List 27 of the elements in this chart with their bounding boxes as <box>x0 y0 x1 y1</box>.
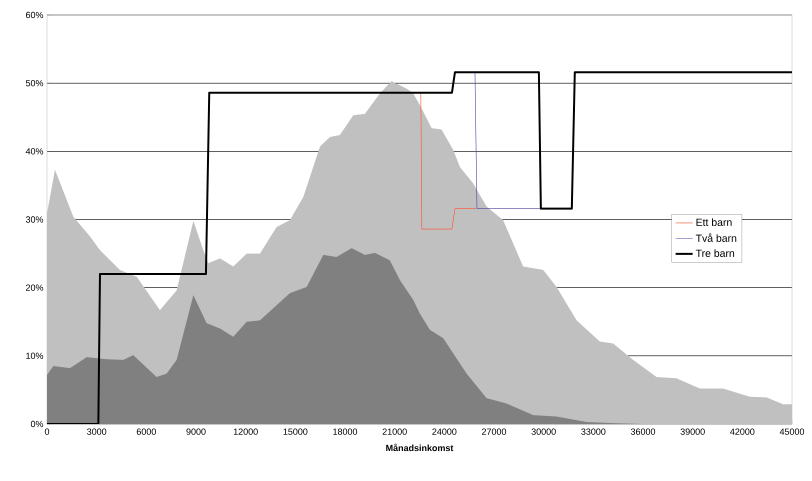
legend-label: Två barn <box>696 233 736 242</box>
x-tick-label: 0 <box>44 428 50 435</box>
x-tick-label: 24000 <box>432 428 456 435</box>
x-tick-label: 6000 <box>136 428 156 435</box>
x-tick-label: 36000 <box>630 428 656 435</box>
x-tick-label: 33000 <box>581 428 606 435</box>
x-tick-label: 39000 <box>680 428 705 435</box>
x-axis-title: Månadsinkomst <box>386 444 454 452</box>
y-tick-label: 50% <box>26 80 44 86</box>
x-tick-label: 30000 <box>532 428 556 435</box>
y-tick-label: 20% <box>26 284 44 291</box>
y-tick-label: 0% <box>30 420 44 428</box>
x-tick-label: 15000 <box>284 428 308 435</box>
y-tick-label: 30% <box>26 216 44 223</box>
x-tick-label: 45000 <box>780 428 804 435</box>
x-tick-label: 9000 <box>186 428 206 435</box>
x-tick-label: 3000 <box>87 428 106 435</box>
y-tick-label: 60% <box>26 12 44 18</box>
legend-label: Ett barn <box>696 218 732 226</box>
x-tick-label: 27000 <box>482 428 506 435</box>
x-tick-label: 18000 <box>333 428 358 435</box>
y-tick-label: 10% <box>26 352 44 359</box>
x-tick-label: 21000 <box>382 428 407 435</box>
legend-label: Tre barn <box>696 249 734 257</box>
x-tick-label: 12000 <box>234 428 258 435</box>
x-tick-label: 42000 <box>730 428 754 435</box>
y-tick-label: 40% <box>26 148 44 154</box>
